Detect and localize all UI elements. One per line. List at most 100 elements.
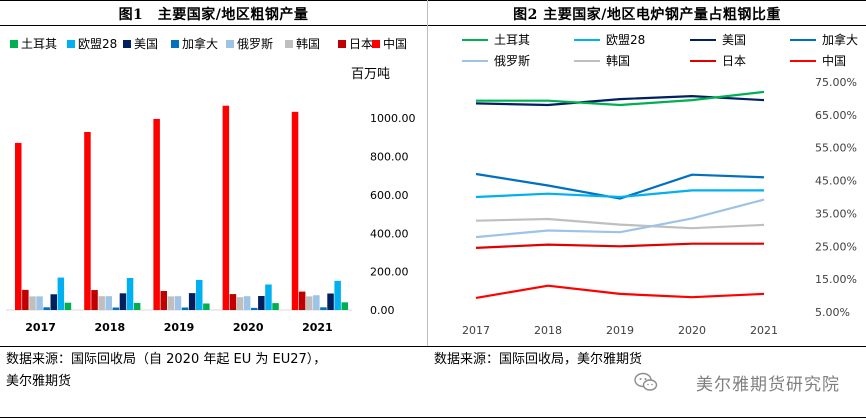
- bar: [43, 307, 50, 310]
- bar: [15, 142, 22, 310]
- bar: [327, 293, 334, 310]
- bar: [251, 307, 258, 310]
- x-tick-label: 2018: [534, 324, 562, 337]
- y-tick-label: 35.00%: [815, 207, 857, 220]
- bar: [188, 293, 196, 310]
- bar: [341, 302, 348, 310]
- bar: [119, 293, 127, 310]
- bar: [91, 290, 98, 310]
- bar: [298, 291, 306, 310]
- bar: [258, 295, 265, 310]
- series-line-俄罗斯: [475, 198, 765, 239]
- bar: [64, 302, 72, 310]
- series-line-加拿大: [475, 172, 765, 200]
- x-tick-label: 2021: [302, 321, 333, 334]
- x-tick-label: 2018: [94, 321, 125, 334]
- bar: [320, 307, 327, 310]
- legend-label: 加拿大: [822, 32, 858, 47]
- series-line-土耳其: [476, 90, 765, 107]
- y-tick-label: 200.00: [370, 266, 409, 279]
- bar: [57, 277, 65, 310]
- bar: [243, 296, 251, 310]
- watermark-text: 美尔雅期货研究院: [696, 375, 840, 395]
- bar: [272, 303, 279, 310]
- bar: [222, 105, 230, 310]
- legend-label: 美国: [134, 37, 158, 51]
- x-tick-label: 2019: [164, 321, 195, 334]
- y-tick-label: 800.00: [370, 151, 409, 164]
- legend-label: 俄罗斯: [494, 54, 530, 68]
- y-tick-label: 25.00%: [815, 240, 857, 253]
- bar: [112, 307, 120, 310]
- bar: [160, 291, 167, 310]
- x-tick-label: 2019: [606, 324, 634, 337]
- left-source-note: 数据来源：国际回收局（自 2020 年起 EU 为 EU27）， 美尔雅期货: [6, 352, 327, 389]
- bar: [167, 296, 175, 310]
- series-line-韩国: [475, 217, 765, 230]
- bar: [153, 118, 160, 310]
- bar: [22, 289, 29, 310]
- bar: [105, 296, 112, 310]
- legend-swatch: [171, 40, 179, 48]
- legend-label: 土耳其: [494, 33, 530, 47]
- legend-label: 俄罗斯: [237, 37, 273, 51]
- bar: [174, 296, 182, 310]
- legend-swatch: [10, 40, 18, 48]
- legend-label: 韩国: [606, 53, 630, 68]
- legend-label: 中国: [383, 36, 407, 51]
- left-chart-title: 图1 主要国家/地区粗钢产量: [118, 7, 309, 23]
- y-axis-label: 百万吨: [351, 67, 390, 82]
- right-chart-title: 图2 主要国家/地区电炉钢产量占粗钢比重: [513, 7, 781, 23]
- bar: [133, 302, 141, 310]
- legend-swatch: [285, 40, 293, 48]
- bar: [313, 295, 320, 310]
- source-divider: [0, 346, 866, 347]
- bar: [291, 111, 299, 310]
- x-tick-label: 2020: [233, 321, 264, 334]
- legend-label: 欧盟28: [78, 37, 117, 51]
- series-line-中国: [475, 284, 765, 299]
- bar: [334, 280, 341, 310]
- bar: [236, 297, 244, 310]
- wechat-icon: [634, 372, 658, 391]
- x-tick-label: 2017: [25, 321, 56, 334]
- bar: [98, 296, 105, 310]
- y-tick-label: 15.00%: [815, 273, 857, 286]
- legend-swatch: [338, 40, 346, 48]
- bar: [126, 277, 134, 310]
- bar: [306, 296, 313, 310]
- y-tick-label: 1000.00: [370, 112, 416, 125]
- bar: [181, 307, 189, 310]
- y-tick-label: 75.00%: [815, 76, 857, 89]
- top-border: [0, 0, 866, 1]
- bar: [29, 296, 36, 310]
- legend-swatch: [226, 40, 234, 48]
- legend-label: 韩国: [296, 36, 320, 51]
- y-tick-label: 600.00: [370, 189, 409, 202]
- right-source-note: 数据来源：国际回收局，美尔雅期货: [434, 352, 643, 367]
- y-tick-label: 400.00: [370, 227, 409, 240]
- legend-swatch: [123, 40, 131, 48]
- y-tick-label: 5.00%: [815, 306, 850, 319]
- x-tick-label: 2020: [678, 324, 706, 337]
- series-line-日本: [475, 242, 764, 249]
- x-tick-label: 2021: [750, 324, 778, 337]
- y-tick-label: 45.00%: [815, 175, 857, 188]
- legend-swatch: [67, 40, 75, 48]
- bar: [265, 284, 272, 310]
- bar: [36, 296, 43, 310]
- y-tick-label: 0.00: [370, 304, 395, 317]
- legend-label: 欧盟28: [606, 33, 645, 47]
- legend-swatch: [372, 40, 380, 48]
- panel-divider: [427, 0, 428, 346]
- bar: [84, 131, 91, 310]
- series-line-欧盟28: [475, 189, 764, 199]
- x-tick-label: 2017: [462, 324, 490, 337]
- bar: [196, 279, 203, 310]
- legend-label: 中国: [822, 53, 846, 68]
- legend-label: 美国: [722, 33, 746, 47]
- y-tick-label: 65.00%: [815, 109, 857, 122]
- legend-label: 日本: [349, 37, 373, 51]
